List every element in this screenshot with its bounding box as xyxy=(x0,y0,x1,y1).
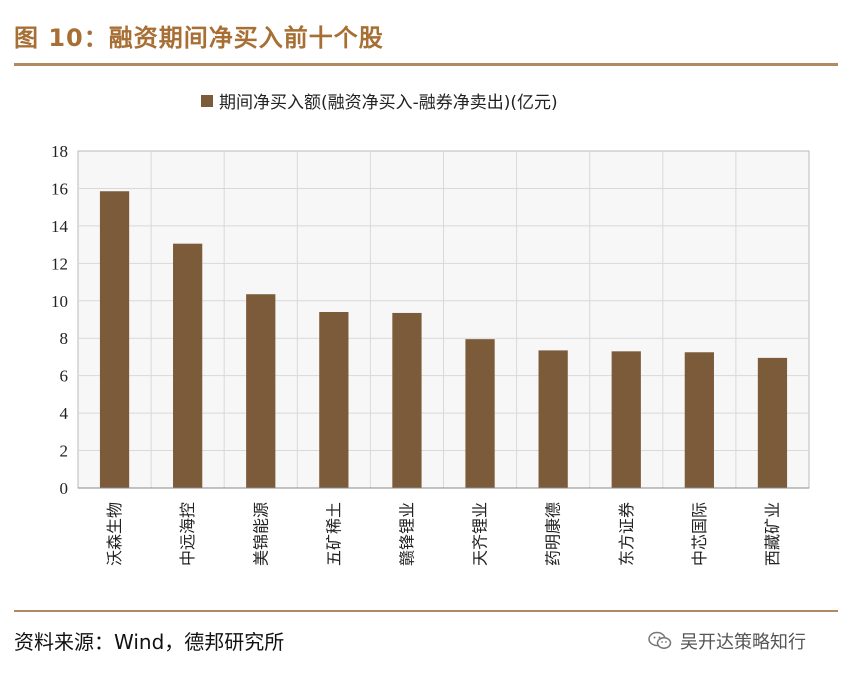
chart-title: 图 10：融资期间净买入前十个股 xyxy=(14,24,384,52)
bar-2 xyxy=(173,243,203,488)
x-tick-label: 天齐锂业 xyxy=(471,502,490,566)
x-axis: 沃森生物 中远海控 美锦能源 五矿稀土 赣锋锂业 天齐锂业 药明康德 东方证券 中芯国际 西藏矿业 xyxy=(78,487,809,566)
bar-8 xyxy=(611,351,641,488)
x-tick-label: 中远海控 xyxy=(178,502,197,566)
bar-4 xyxy=(319,312,349,488)
y-tick-label: 4 xyxy=(60,404,69,423)
watermark-text: 吴开达策略知行 xyxy=(680,632,806,653)
legend-label: 期间净买入额(融资净买入-融券净卖出)(亿元) xyxy=(219,93,558,113)
bar-6 xyxy=(465,339,495,488)
y-tick-label: 6 xyxy=(60,367,69,386)
x-tick-label: 美锦能源 xyxy=(251,502,270,566)
y-tick-label: 16 xyxy=(51,179,68,198)
watermark: 吴开达策略知行 xyxy=(648,628,806,654)
x-tick-label: 沃森生物 xyxy=(105,502,124,566)
bar-7 xyxy=(538,350,568,488)
y-tick-label: 18 xyxy=(51,142,68,161)
y-tick-label: 10 xyxy=(51,292,68,311)
bar-3 xyxy=(246,294,276,488)
bar-chart: 期间净买入额(融资净买入-融券净卖出)(亿元) 024681012141618 … xyxy=(51,93,810,566)
bar-9 xyxy=(684,352,714,488)
x-tick-label: 东方证券 xyxy=(617,502,636,566)
x-tick-label: 五矿稀土 xyxy=(324,502,343,566)
y-tick-label: 2 xyxy=(60,442,69,461)
y-axis: 0 2 4 6 8 10 12 14 16 18 xyxy=(51,142,69,498)
source-note: 资料来源：Wind，德邦研究所 xyxy=(14,630,285,654)
x-tick-label: 药明康德 xyxy=(544,502,563,566)
y-tick-label: 14 xyxy=(51,217,69,236)
legend: 期间净买入额(融资净买入-融券净卖出)(亿元) xyxy=(201,93,558,113)
bar-5 xyxy=(392,312,422,488)
wechat-icon xyxy=(648,631,672,649)
y-tick-label: 0 xyxy=(60,479,69,498)
x-tick-label: 西藏矿业 xyxy=(763,502,782,566)
bar-1 xyxy=(99,191,130,488)
bars xyxy=(99,191,788,488)
y-tick-label: 8 xyxy=(60,329,69,348)
footer-divider xyxy=(14,610,838,612)
x-tick-label: 赣锋锂业 xyxy=(397,502,416,566)
bar-10 xyxy=(757,357,788,488)
y-tick-label: 12 xyxy=(51,254,68,273)
legend-swatch xyxy=(201,95,213,107)
x-tick-label: 中芯国际 xyxy=(690,502,709,566)
title-divider xyxy=(14,63,838,66)
